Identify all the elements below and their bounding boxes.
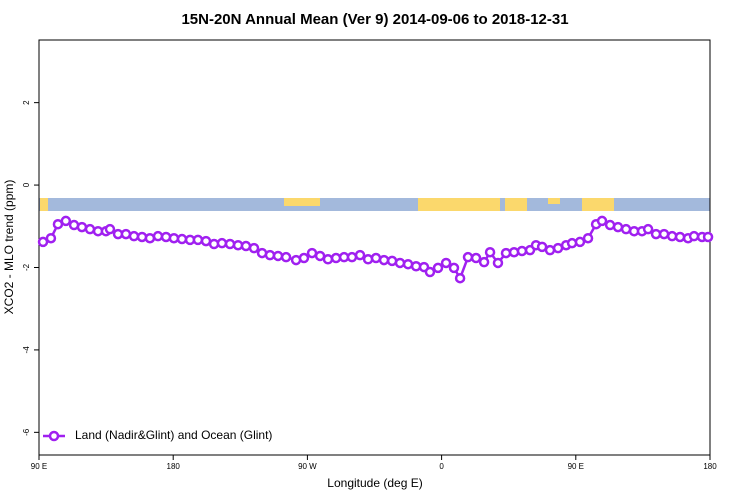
data-point [378, 254, 390, 266]
data-point [596, 215, 608, 227]
data-point [478, 256, 490, 268]
data-point [552, 242, 564, 254]
y-tick-label: 2 [22, 100, 31, 105]
data-point [192, 234, 204, 246]
x-tick-label: 90 W [298, 462, 317, 471]
data-point [152, 230, 164, 242]
data-point [484, 246, 496, 258]
data-point [674, 231, 686, 243]
data-point [500, 247, 512, 259]
data-point [136, 231, 148, 243]
data-point [516, 245, 528, 257]
data-point [582, 232, 594, 244]
data-point [84, 223, 96, 235]
data-point [200, 235, 212, 247]
data-point [508, 246, 520, 258]
data-point [650, 228, 662, 240]
data-point [362, 253, 374, 265]
data-point [346, 251, 358, 263]
y-axis-label: XCO2 - MLO trend (ppm) [2, 180, 16, 315]
data-point [120, 228, 132, 240]
data-point [272, 250, 284, 262]
x-tick-label: 90 E [568, 462, 584, 471]
data-point [37, 236, 49, 248]
data-point [354, 249, 366, 261]
y-tick-label: -4 [22, 346, 31, 354]
land-patch [418, 198, 500, 211]
data-point [402, 258, 414, 270]
x-tick-label: 0 [439, 462, 444, 471]
data-point [306, 247, 318, 259]
data-point [432, 262, 444, 274]
data-point [440, 257, 452, 269]
data-point [448, 262, 460, 274]
x-tick-label: 90 E [31, 462, 47, 471]
data-point [240, 240, 252, 252]
data-point [128, 230, 140, 242]
data-point [566, 237, 578, 249]
data-point [264, 249, 276, 261]
x-tick-label: 180 [703, 462, 717, 471]
data-point [176, 233, 188, 245]
data-point [280, 251, 292, 263]
land-patch [505, 198, 527, 211]
land-patch [548, 198, 560, 204]
data-point [702, 231, 714, 243]
data-point [168, 232, 180, 244]
data-point [330, 252, 342, 264]
data-point [394, 257, 406, 269]
data-point [322, 253, 334, 265]
data-point [544, 244, 556, 256]
x-tick-label: 180 [167, 462, 181, 471]
data-point [298, 252, 310, 264]
data-point [612, 221, 624, 233]
data-point [248, 242, 260, 254]
y-tick-label: -6 [22, 428, 31, 436]
land-ocean-strip [39, 198, 710, 211]
x-axis-label: Longitude (deg E) [327, 476, 422, 490]
data-point [492, 257, 504, 269]
data-point [224, 238, 236, 250]
data-point [470, 252, 482, 264]
data-point [424, 266, 436, 278]
data-point [160, 231, 172, 243]
data-point [216, 237, 228, 249]
data-point [104, 223, 116, 235]
data-point [45, 232, 57, 244]
legend-label: Land (Nadir&Glint) and Ocean (Glint) [75, 428, 272, 442]
land-patch [582, 198, 614, 211]
legend-marker [48, 430, 60, 442]
data-point [642, 223, 654, 235]
data-point [658, 228, 670, 240]
data-point [454, 272, 466, 284]
y-tick-label: 0 [22, 182, 31, 187]
data-point [76, 221, 88, 233]
data-point [620, 223, 632, 235]
data-point [144, 232, 156, 244]
land-patch [40, 198, 48, 211]
ocean-band [39, 198, 710, 211]
data-point [574, 236, 586, 248]
plot-frame [38, 39, 711, 456]
data-point [370, 252, 382, 264]
land-patch [284, 198, 320, 206]
chart-title: 15N-20N Annual Mean (Ver 9) 2014-09-06 t… [181, 11, 568, 28]
y-tick-label: -2 [22, 263, 31, 271]
data-point [462, 251, 474, 263]
data-point [60, 215, 72, 227]
data-point [688, 230, 700, 242]
